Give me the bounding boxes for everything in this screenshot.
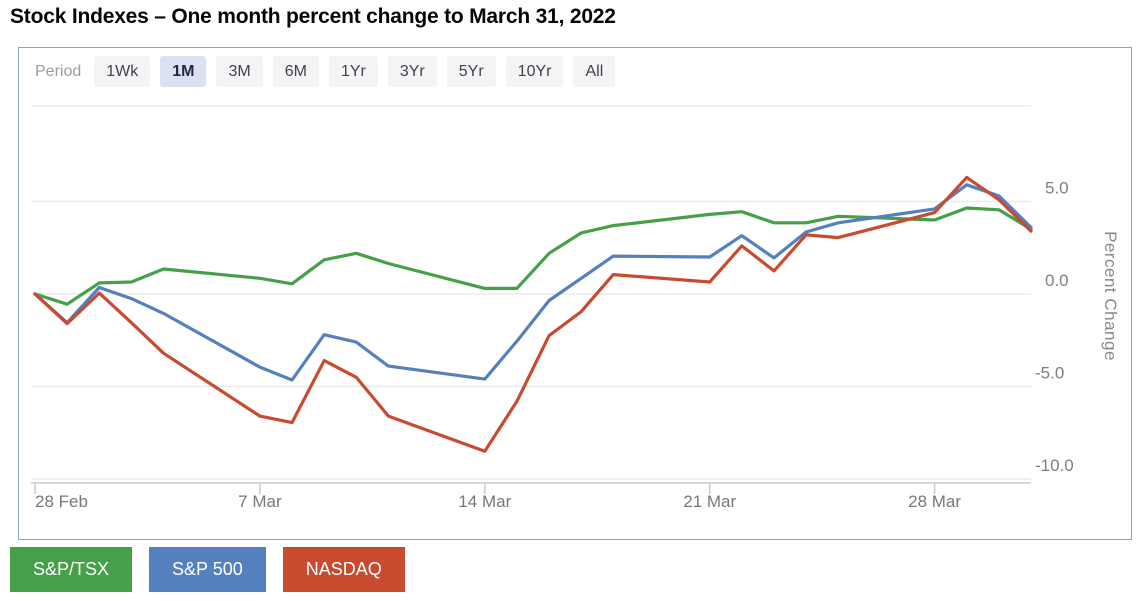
x-axis-tick-label: 28 Feb — [35, 492, 88, 511]
y-axis-title: Percent Change — [1101, 231, 1120, 361]
chart-panel: Period 1Wk 1M 3M 6M 1Yr 3Yr 5Yr 10Yr All 5.0 0.0 -… — [18, 47, 1132, 540]
series-line-s-p-tsx — [33, 206, 1033, 306]
y-axis-tick-label: 5.0 — [1045, 179, 1069, 198]
x-axis-tick-label: 28 Mar — [908, 492, 961, 511]
legend: S&P/TSX S&P 500 NASDAQ — [10, 547, 405, 592]
stock-line-chart: 5.0 0.0 -5.0 -10.0 28 Feb 7 Mar 14 Mar 21 Mar 28… — [31, 105, 1120, 511]
period-label: Period — [35, 62, 82, 80]
series-line-nasdaq — [33, 175, 1033, 453]
page-title: Stock Indexes – One month percent change… — [10, 5, 616, 28]
x-axis-tick-label: 21 Mar — [683, 492, 736, 511]
period-button-1m[interactable]: 1M — [160, 56, 207, 87]
y-axis-tick-label: -5.0 — [1035, 364, 1064, 383]
period-button-all[interactable]: All — [573, 56, 616, 87]
period-button-1yr[interactable]: 1Yr — [328, 56, 378, 87]
period-button-10yr[interactable]: 10Yr — [505, 56, 564, 87]
x-axis-tick-label: 14 Mar — [458, 492, 511, 511]
x-axis-tick-label: 7 Mar — [238, 492, 282, 511]
period-selector: Period 1Wk 1M 3M 6M 1Yr 3Yr 5Yr 10Yr All — [35, 56, 616, 87]
period-button-3yr[interactable]: 3Yr — [387, 56, 437, 87]
period-button-3m[interactable]: 3M — [216, 56, 263, 87]
period-button-1wk[interactable]: 1Wk — [94, 56, 151, 87]
legend-item-nasdaq[interactable]: NASDAQ — [282, 547, 405, 592]
y-axis-tick-label: 0.0 — [1045, 271, 1069, 290]
y-axis-tick-label: -10.0 — [1035, 456, 1074, 475]
period-button-5yr[interactable]: 5Yr — [446, 56, 496, 87]
legend-item-s-p-tsx[interactable]: S&P/TSX — [10, 547, 133, 592]
legend-item-s-p-500[interactable]: S&P 500 — [149, 547, 266, 592]
series-line-s-p-500 — [33, 183, 1033, 382]
period-button-6m[interactable]: 6M — [272, 56, 319, 87]
